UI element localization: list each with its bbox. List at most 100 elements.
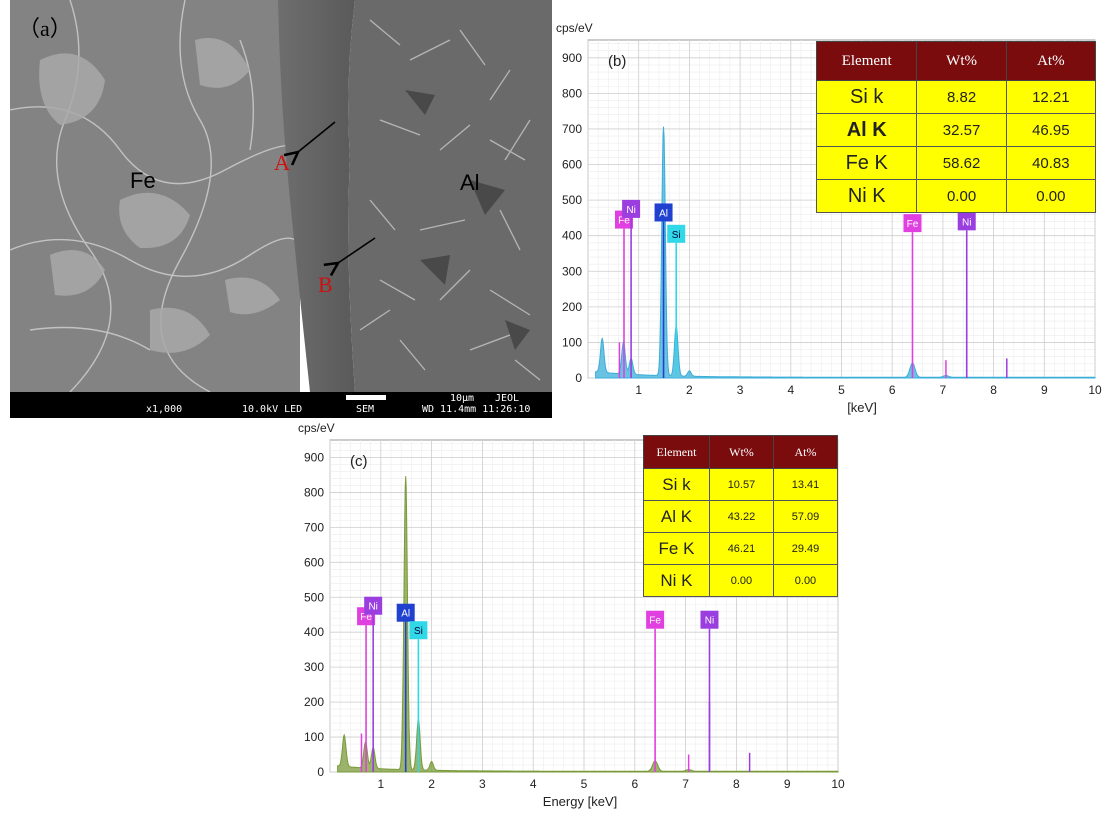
element-chip-label: Ni (962, 217, 971, 228)
x-tick-label: 5 (838, 383, 845, 397)
x-tick-label: 4 (787, 383, 794, 397)
element-chip-si (667, 224, 686, 243)
element-chip-label: Ni (368, 602, 377, 613)
table-row: Fe K 46.21 29.49 (643, 532, 839, 565)
fe-eutectic-islands (39, 38, 280, 353)
element-chip-label: Si (414, 626, 423, 637)
y-tick-label: 700 (562, 122, 582, 136)
table-row: Ni K 0.00 0.00 (815, 179, 1097, 213)
y-tick-label: 600 (304, 555, 324, 569)
table-row: Ni K 0.00 0.00 (643, 564, 839, 597)
voltage-text: 10.0kV LED (242, 404, 302, 415)
y-tick-label: 300 (304, 660, 324, 674)
y-tick-label: 800 (304, 485, 324, 499)
table-row: Si k 8.82 12.21 (815, 80, 1097, 114)
table-b-at-cell: 12.21 (1005, 80, 1097, 114)
y-tick-label: 900 (562, 51, 582, 65)
element-chip-fe (903, 214, 922, 233)
y-tick-label: 0 (317, 765, 324, 779)
table-c-at-cell: 57.09 (772, 500, 839, 533)
x-tick-label: 5 (581, 777, 588, 791)
y-tick-label: 600 (562, 158, 582, 172)
x-tick-label: 3 (737, 383, 744, 397)
element-chip-al (654, 203, 673, 222)
table-c-wt-cell: 43.22 (708, 500, 774, 533)
table-c-wt-cell: 10.57 (708, 468, 774, 501)
element-chip-ni (700, 610, 719, 629)
table-b-element-cell: Al K (815, 113, 918, 147)
table-b-at-cell: 40.83 (1005, 146, 1097, 180)
table-c-element-cell: Fe K (643, 532, 710, 565)
y-axis-unit: cps/eV (298, 421, 335, 435)
region-label-fe: Fe (130, 168, 156, 193)
x-tick-label: 3 (479, 777, 486, 791)
table-c-wt-cell: 46.21 (708, 532, 774, 565)
table-c-at-cell: 13.41 (772, 468, 839, 501)
y-tick-label: 100 (304, 730, 324, 744)
y-tick-label: 900 (304, 450, 324, 464)
x-tick-label: 7 (940, 383, 947, 397)
al-dark-phase (405, 90, 530, 350)
table-b-wt-cell: 32.57 (916, 113, 1007, 147)
spectrum-area (337, 476, 839, 773)
element-chip-label: Ni (705, 616, 714, 627)
x-tick-label: 4 (530, 777, 537, 791)
table-b-at-cell: 46.95 (1005, 113, 1097, 147)
x-tick-label: 6 (889, 383, 896, 397)
y-tick-label: 300 (562, 264, 582, 278)
table-row: Al K 32.57 46.95 (815, 113, 1097, 147)
y-tick-label: 200 (562, 300, 582, 314)
element-chip-label: Al (659, 208, 668, 219)
arrow-a (298, 121, 336, 152)
x-tick-label: 1 (377, 777, 384, 791)
x-axis-label: Energy [keV] (543, 794, 617, 809)
x-tick-label: 10 (831, 777, 845, 791)
table-c-header-wt: Wt% (708, 435, 774, 469)
x-tick-label: 8 (733, 777, 740, 791)
table-c-element-cell: Si k (643, 468, 710, 501)
table-row: Si k 10.57 13.41 (643, 468, 839, 501)
table-b-element-cell: Si k (815, 80, 918, 114)
table-row: Al K 43.22 57.09 (643, 500, 839, 533)
y-tick-label: 400 (304, 625, 324, 639)
table-b-wt-cell: 58.62 (916, 146, 1007, 180)
table-b-header-wt: Wt% (916, 41, 1007, 81)
table-c-at-cell: 0.00 (772, 564, 839, 597)
x-tick-label: 10 (1088, 383, 1102, 397)
table-b-wt-cell: 0.00 (916, 179, 1007, 213)
magnification-text: x1,000 (146, 404, 182, 415)
x-tick-label: 6 (631, 777, 638, 791)
element-chip-label: Fe (649, 616, 661, 627)
sem-micrograph: （a） Fe Al A B x1,000 10.0kV LED SEM 10μm… (10, 0, 552, 418)
element-chip-ni (364, 596, 383, 615)
element-chip-label: Si (672, 230, 681, 241)
table-c-header-at: At% (772, 435, 839, 469)
region-label-al: Al (460, 170, 480, 195)
scale-text: 10μm (450, 393, 474, 404)
wd-time-text: WD 11.4mm 11:26:10 (422, 404, 530, 415)
y-tick-label: 400 (562, 229, 582, 243)
x-tick-label: 7 (682, 777, 689, 791)
sem-info-bar (10, 392, 552, 418)
y-tick-label: 500 (304, 590, 324, 604)
composition-table-b: Element Wt% At% Si k 8.82 12.21 Al K 32.… (815, 41, 1097, 213)
x-tick-label: 2 (686, 383, 693, 397)
y-tick-label: 200 (304, 695, 324, 709)
element-chip-ni (957, 212, 976, 231)
table-b-header-at: At% (1005, 41, 1097, 81)
table-c-element-cell: Ni K (643, 564, 710, 597)
panel-label: (b) (608, 53, 626, 70)
table-c-element-cell: Al K (643, 500, 710, 533)
x-tick-label: 8 (990, 383, 997, 397)
al-region (348, 0, 552, 392)
y-tick-label: 700 (304, 520, 324, 534)
table-c-wt-cell: 0.00 (708, 564, 774, 597)
element-chip-label: Ni (626, 205, 635, 216)
x-tick-label: 9 (1041, 383, 1048, 397)
element-chip-label: Fe (360, 612, 372, 623)
table-c-at-cell: 29.49 (772, 532, 839, 565)
scale-bar (346, 395, 386, 400)
y-tick-label: 500 (562, 193, 582, 207)
table-row: Fe K 58.62 40.83 (815, 146, 1097, 180)
table-b-wt-cell: 8.82 (916, 80, 1007, 114)
